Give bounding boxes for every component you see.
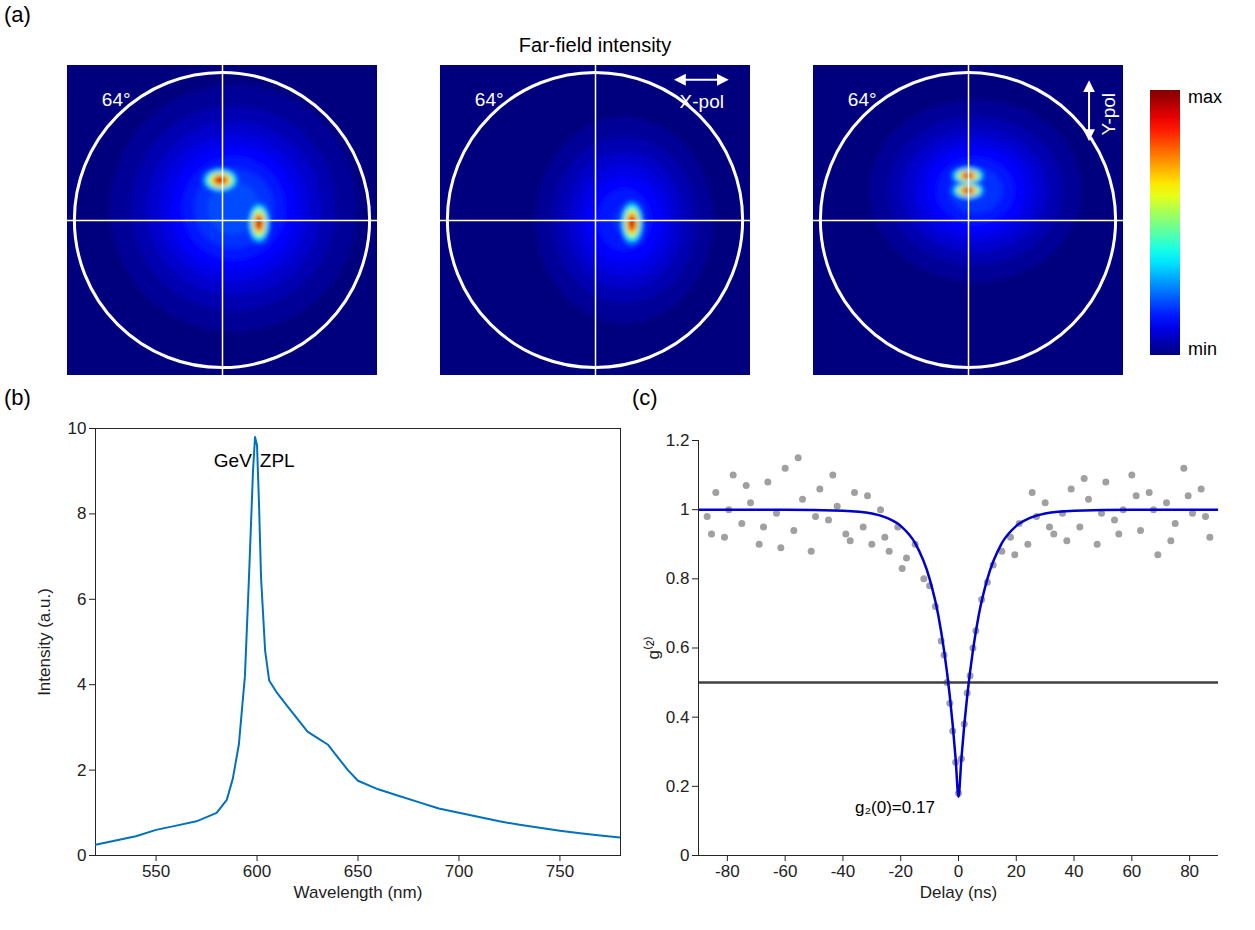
svg-text:40: 40 <box>1065 862 1084 881</box>
svg-text:2: 2 <box>77 761 86 780</box>
svg-text:GeV: GeV <box>214 450 252 471</box>
svg-text:64°: 64° <box>101 88 131 110</box>
html-text:Far-field intensity: Far-field intensity <box>518 34 672 56</box>
svg-text:1.2: 1.2 <box>666 431 690 450</box>
svg-text:-20: -20 <box>888 862 913 881</box>
svg-text:6: 6 <box>77 590 86 609</box>
svg-text:1: 1 <box>680 500 689 519</box>
svg-text:20: 20 <box>1007 862 1026 881</box>
svg-text:64°: 64° <box>847 88 877 110</box>
svg-text:Y-pol: Y-pol <box>1098 93 1119 136</box>
svg-text:750: 750 <box>546 862 574 881</box>
svg-text:8: 8 <box>77 504 86 523</box>
svg-text:0.8: 0.8 <box>666 569 690 588</box>
svg-text:64°: 64° <box>474 88 504 110</box>
svg-text:Delay (ns): Delay (ns) <box>920 883 997 902</box>
svg-text:0.2: 0.2 <box>666 777 690 796</box>
svg-text:g⁽²⁾: g⁽²⁾ <box>643 636 663 659</box>
svg-text:-60: -60 <box>773 862 798 881</box>
svg-text:ZPL: ZPL <box>260 450 295 471</box>
svg-text:min: min <box>1188 339 1217 359</box>
html-text:(b): (b) <box>4 385 31 410</box>
html-text:(c): (c) <box>632 385 658 410</box>
html-text:(a): (a) <box>4 2 31 27</box>
svg-text:-40: -40 <box>831 862 856 881</box>
svg-text:-80: -80 <box>715 862 740 881</box>
svg-text:g₂(0)=0.17: g₂(0)=0.17 <box>855 798 935 817</box>
svg-text:700: 700 <box>445 862 473 881</box>
svg-text:0: 0 <box>954 862 963 881</box>
svg-text:0.6: 0.6 <box>666 638 690 657</box>
svg-text:Intensity (a.u.): Intensity (a.u.) <box>35 588 54 696</box>
svg-text:X-pol: X-pol <box>680 91 724 112</box>
svg-text:80: 80 <box>1180 862 1199 881</box>
svg-text:0: 0 <box>77 846 86 865</box>
svg-text:Wavelength (nm): Wavelength (nm) <box>294 883 423 902</box>
svg-text:0: 0 <box>680 846 689 865</box>
svg-text:60: 60 <box>1122 862 1141 881</box>
svg-text:4: 4 <box>77 675 86 694</box>
svg-text:0.4: 0.4 <box>666 708 690 727</box>
svg-text:550: 550 <box>142 862 170 881</box>
svg-text:10: 10 <box>68 419 87 438</box>
svg-text:600: 600 <box>243 862 271 881</box>
svg-text:650: 650 <box>344 862 372 881</box>
svg-text:max: max <box>1188 87 1222 107</box>
